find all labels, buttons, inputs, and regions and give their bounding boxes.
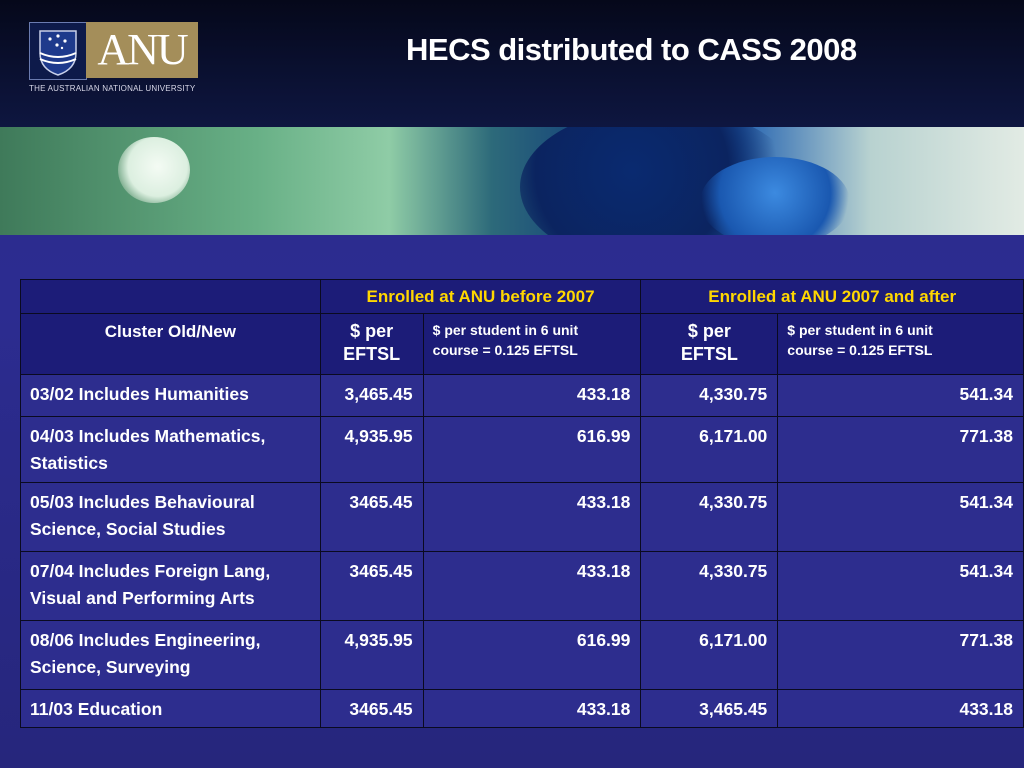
unit-header-line2: course = 0.125 EFTSL <box>787 342 933 358</box>
eftsl-header-line2: EFTSL <box>680 344 738 364</box>
before-unit-value: 433.18 <box>422 689 642 728</box>
table-row: 07/04 Includes Foreign Lang, Visual and … <box>20 551 1024 621</box>
before-eftsl-value: 3465.45 <box>319 551 424 621</box>
cluster-label: 08/06 Includes Engineering, Science, Sur… <box>20 620 321 690</box>
before-unit-value: 433.18 <box>422 482 642 552</box>
after-eftsl-value: 3,465.45 <box>640 689 779 728</box>
table-row: 11/03 Education 3465.45 433.18 3,465.45 … <box>20 689 1024 728</box>
after-unit-value: 541.34 <box>777 482 1024 552</box>
cluster-header: Cluster Old/New <box>20 313 321 375</box>
university-name: THE AUSTRALIAN NATIONAL UNIVERSITY <box>29 84 196 93</box>
unit-header-line1: $ per student in 6 unit <box>787 322 933 338</box>
after-unit-value: 541.34 <box>777 551 1024 621</box>
slide-title: HECS distributed to CASS 2008 <box>406 32 857 67</box>
after-eftsl-header: $ per EFTSL <box>640 313 779 375</box>
after-eftsl-value: 6,171.00 <box>640 416 779 483</box>
anu-crest-icon <box>29 22 87 80</box>
before-eftsl-value: 4,935.95 <box>319 620 424 690</box>
before-unit-value: 616.99 <box>422 416 642 483</box>
unit-header-line2: course = 0.125 EFTSL <box>432 342 578 358</box>
cluster-label: 11/03 Education <box>20 689 321 728</box>
before-unit-value: 433.18 <box>422 551 642 621</box>
before-unit-header: $ per student in 6 unit course = 0.125 E… <box>422 313 642 375</box>
before-unit-value: 433.18 <box>422 374 642 417</box>
before-eftsl-value: 3,465.45 <box>319 374 424 417</box>
before-unit-value: 616.99 <box>422 620 642 690</box>
cluster-label: 07/04 Includes Foreign Lang, Visual and … <box>20 551 321 621</box>
group-header-before-2007: Enrolled at ANU before 2007 <box>319 279 642 314</box>
after-eftsl-value: 4,330.75 <box>640 551 779 621</box>
after-eftsl-value: 4,330.75 <box>640 482 779 552</box>
table-row: 08/06 Includes Engineering, Science, Sur… <box>20 620 1024 690</box>
after-unit-value: 771.38 <box>777 416 1024 483</box>
after-eftsl-value: 6,171.00 <box>640 620 779 690</box>
slide-header: ANU THE AUSTRALIAN NATIONAL UNIVERSITY H… <box>0 0 1024 127</box>
anu-logo: ANU <box>86 22 198 78</box>
eftsl-header-line1: $ per <box>350 321 394 341</box>
cluster-label: 04/03 Includes Mathematics, Statistics <box>20 416 321 483</box>
header-banner-image <box>0 127 1024 235</box>
cluster-label: 05/03 Includes Behavioural Science, Soci… <box>20 482 321 552</box>
before-eftsl-value: 3465.45 <box>319 689 424 728</box>
group-header-2007-and-after: Enrolled at ANU 2007 and after <box>640 279 1024 314</box>
group-header-row: Enrolled at ANU before 2007 Enrolled at … <box>20 279 1024 314</box>
eftsl-header-line1: $ per <box>687 321 731 341</box>
after-unit-header: $ per student in 6 unit course = 0.125 E… <box>777 313 1024 375</box>
after-unit-value: 541.34 <box>777 374 1024 417</box>
after-unit-value: 771.38 <box>777 620 1024 690</box>
hecs-table: Enrolled at ANU before 2007 Enrolled at … <box>20 279 1024 728</box>
before-eftsl-value: 4,935.95 <box>319 416 424 483</box>
table-row: 03/02 Includes Humanities 3,465.45 433.1… <box>20 374 1024 417</box>
table-row: 05/03 Includes Behavioural Science, Soci… <box>20 482 1024 552</box>
unit-header-line1: $ per student in 6 unit <box>432 322 579 338</box>
sub-header-row: Cluster Old/New $ per EFTSL $ per studen… <box>20 313 1024 375</box>
before-eftsl-header: $ per EFTSL <box>319 313 424 375</box>
before-eftsl-value: 3465.45 <box>319 482 424 552</box>
table-row: 04/03 Includes Mathematics, Statistics 4… <box>20 416 1024 483</box>
after-unit-value: 433.18 <box>777 689 1024 728</box>
cluster-label: 03/02 Includes Humanities <box>20 374 321 417</box>
after-eftsl-value: 4,330.75 <box>640 374 779 417</box>
group-header-blank <box>20 279 321 314</box>
eftsl-header-line2: EFTSL <box>343 344 401 364</box>
